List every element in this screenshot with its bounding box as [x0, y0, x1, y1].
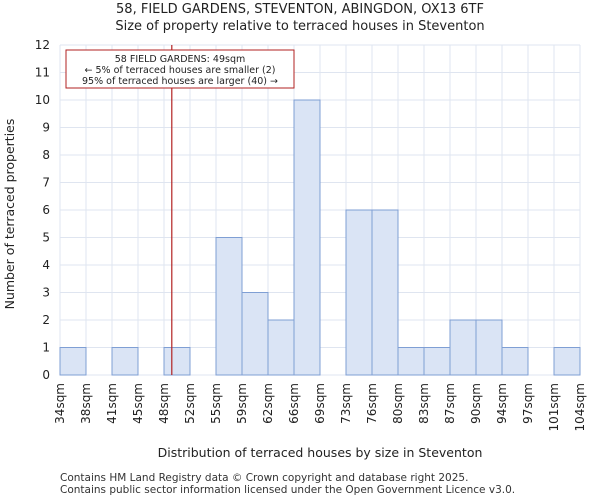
x-tick-label: 62sqm — [261, 383, 275, 424]
y-tick-label: 11 — [35, 66, 50, 80]
y-axis-label: Number of terraced properties — [2, 119, 17, 310]
annotation-box: 58 FIELD GARDENS: 49sqm ← 5% of terraced… — [65, 49, 295, 89]
bar-layer — [59, 45, 581, 376]
histogram-bar — [267, 319, 295, 376]
y-tick-label: 1 — [42, 341, 50, 355]
y-tick-label: 6 — [42, 203, 50, 217]
y-tick-label: 0 — [42, 368, 50, 382]
x-tick-label: 55sqm — [209, 383, 223, 424]
x-tick-label: 38sqm — [79, 383, 93, 424]
histogram-bar — [345, 209, 373, 376]
x-tick-label: 101sqm — [547, 383, 561, 431]
x-tick-label: 66sqm — [287, 383, 301, 424]
x-tick-label: 83sqm — [417, 383, 431, 424]
annotation-line-3: 95% of terraced houses are larger (40) → — [82, 76, 278, 87]
histogram-bar — [397, 347, 425, 376]
y-tick-label: 5 — [42, 231, 50, 245]
x-tick-label: 104sqm — [573, 383, 587, 431]
y-tick-label: 9 — [42, 121, 50, 135]
x-tick-label: 90sqm — [469, 383, 483, 424]
x-tick-label: 87sqm — [443, 383, 457, 424]
footer-copyright: Contains HM Land Registry data © Crown c… — [60, 472, 469, 484]
y-tick-label: 10 — [35, 93, 50, 107]
x-tick-label: 45sqm — [131, 383, 145, 424]
y-tick-label: 2 — [42, 313, 50, 327]
x-tick-label: 94sqm — [495, 383, 509, 424]
x-tick-label: 73sqm — [339, 383, 353, 424]
histogram-bar — [449, 319, 477, 376]
histogram-bar — [475, 319, 503, 376]
chart-title: 58, FIELD GARDENS, STEVENTON, ABINGDON, … — [116, 2, 484, 17]
x-tick-label: 34sqm — [53, 383, 67, 424]
histogram-bar — [293, 99, 321, 376]
annotation-frame — [65, 49, 295, 89]
x-tick-label: 48sqm — [157, 383, 171, 424]
footer-licence: Contains public sector information licen… — [60, 484, 516, 496]
histogram-bar — [163, 347, 191, 376]
histogram-bar — [553, 347, 581, 376]
y-tick-label: 7 — [42, 176, 50, 190]
y-tick-label: 3 — [42, 286, 50, 300]
y-tick-label: 4 — [42, 258, 50, 272]
annotation-line-2: ← 5% of terraced houses are smaller (2) — [85, 65, 276, 76]
histogram-bar — [111, 347, 139, 376]
x-tick-label: 59sqm — [235, 383, 249, 424]
histogram-bar — [371, 209, 399, 376]
y-tick-label: 12 — [35, 38, 50, 52]
histogram-bar — [215, 237, 243, 376]
x-tick-label: 97sqm — [521, 383, 535, 424]
histogram-bar — [59, 347, 87, 376]
annotation-line-1: 58 FIELD GARDENS: 49sqm — [115, 54, 245, 65]
x-axis-label: Distribution of terraced houses by size … — [158, 445, 483, 460]
x-tick-label: 80sqm — [391, 383, 405, 424]
y-tick-label: 8 — [42, 148, 50, 162]
x-tick-label: 52sqm — [183, 383, 197, 424]
histogram-bar — [241, 292, 269, 376]
x-tick-label: 69sqm — [313, 383, 327, 424]
chart-subtitle: Size of property relative to terraced ho… — [115, 19, 485, 34]
x-tick-label: 76sqm — [365, 383, 379, 424]
histogram-bar — [501, 347, 529, 376]
histogram-bar — [423, 347, 451, 376]
x-tick-label: 41sqm — [105, 383, 119, 424]
